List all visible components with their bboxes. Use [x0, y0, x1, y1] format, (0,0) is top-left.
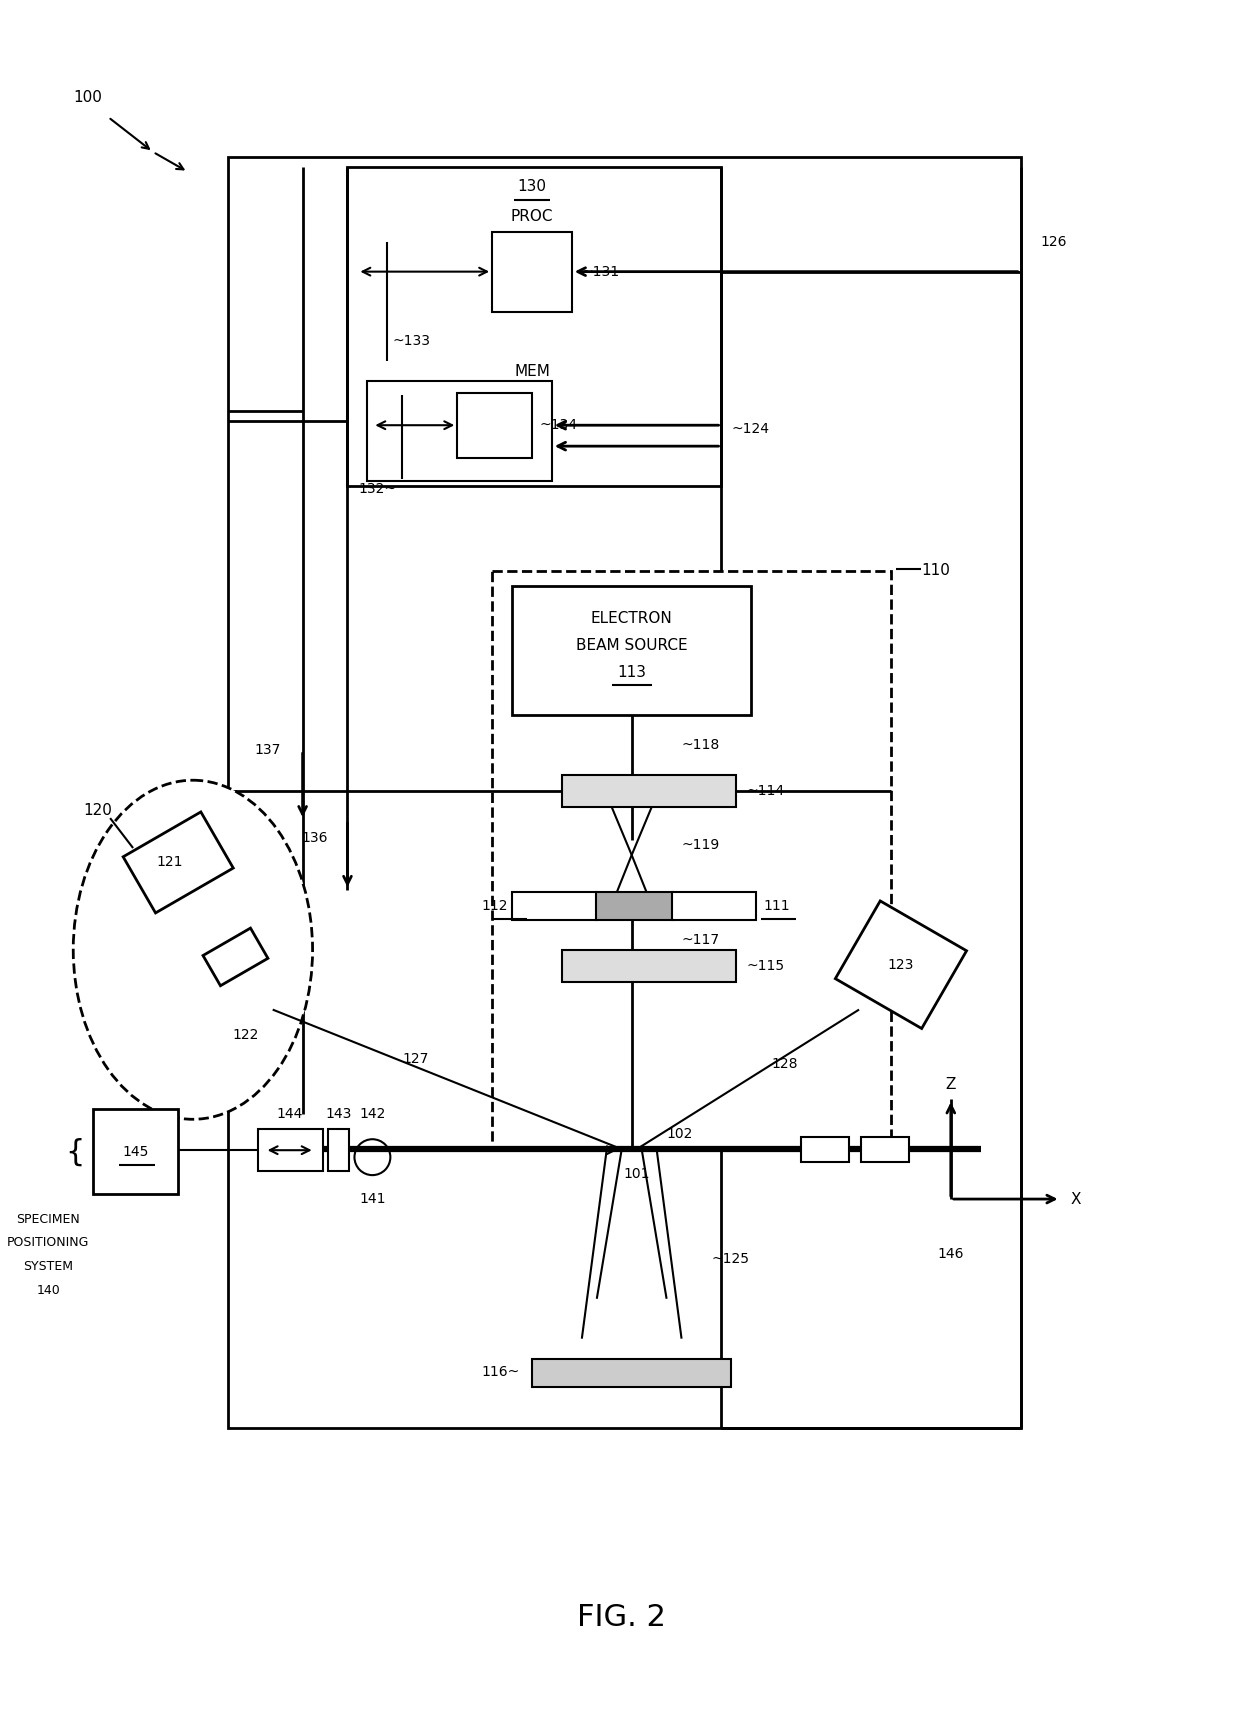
Bar: [532, 1359, 732, 1386]
Text: 143: 143: [325, 1107, 352, 1121]
Bar: [327, 1130, 350, 1171]
Text: ~119: ~119: [682, 839, 719, 852]
Text: X: X: [1070, 1192, 1081, 1207]
Bar: [801, 1137, 849, 1162]
Bar: [512, 892, 596, 920]
Text: 141: 141: [360, 1192, 386, 1205]
Text: 123: 123: [888, 957, 914, 971]
Text: 100: 100: [73, 90, 103, 105]
Text: 111: 111: [764, 899, 790, 913]
Text: 144: 144: [277, 1107, 303, 1121]
Bar: [367, 381, 552, 480]
Text: 110: 110: [921, 563, 950, 579]
Text: 116~: 116~: [482, 1364, 520, 1379]
Bar: [562, 951, 737, 982]
Bar: [512, 585, 751, 715]
Text: ~115: ~115: [746, 959, 785, 973]
Text: ~118: ~118: [682, 739, 719, 753]
Text: MEM: MEM: [515, 363, 549, 379]
Text: 132~: 132~: [358, 482, 397, 496]
Text: POSITIONING: POSITIONING: [7, 1236, 89, 1250]
Bar: [228, 157, 1021, 1429]
Ellipse shape: [73, 780, 312, 1119]
Bar: [458, 393, 532, 458]
Text: 146: 146: [937, 1247, 963, 1261]
Text: 140: 140: [36, 1285, 61, 1297]
Text: 126: 126: [1040, 234, 1068, 248]
Text: ~124: ~124: [732, 422, 769, 436]
Bar: [258, 1130, 322, 1171]
Bar: [595, 892, 672, 920]
Bar: [123, 813, 233, 913]
Bar: [492, 232, 572, 312]
Bar: [203, 928, 268, 985]
Bar: [836, 901, 966, 1028]
Text: SYSTEM: SYSTEM: [24, 1261, 73, 1273]
Text: 130: 130: [517, 179, 547, 195]
Bar: [93, 1109, 179, 1193]
Text: {: {: [66, 1138, 84, 1168]
Text: FIG. 2: FIG. 2: [578, 1603, 666, 1632]
Text: BEAM SOURCE: BEAM SOURCE: [575, 639, 687, 653]
Text: ~133: ~133: [392, 334, 430, 348]
Text: PROC: PROC: [511, 210, 553, 224]
Text: 113: 113: [618, 665, 646, 680]
Bar: [861, 1137, 909, 1162]
Text: ~131: ~131: [582, 265, 620, 279]
Bar: [492, 570, 892, 1149]
Text: 112: 112: [481, 899, 508, 913]
Text: 127: 127: [402, 1052, 429, 1066]
Text: 128: 128: [771, 1057, 797, 1071]
Text: ~117: ~117: [682, 933, 719, 947]
Text: ~134: ~134: [539, 418, 578, 432]
Text: 145: 145: [123, 1145, 149, 1159]
Text: ~125: ~125: [712, 1252, 749, 1266]
Text: SPECIMEN: SPECIMEN: [16, 1212, 81, 1226]
Text: 120: 120: [83, 802, 112, 818]
Text: 136: 136: [301, 832, 327, 846]
Text: 121: 121: [156, 856, 184, 870]
Bar: [347, 167, 722, 486]
Text: Z: Z: [946, 1076, 956, 1092]
Text: 142: 142: [360, 1107, 386, 1121]
Text: 137: 137: [254, 744, 280, 758]
Text: 122: 122: [233, 1028, 259, 1042]
Text: 102: 102: [667, 1128, 693, 1142]
Text: ELECTRON: ELECTRON: [590, 611, 672, 627]
Bar: [672, 892, 756, 920]
Bar: [562, 775, 737, 808]
Text: 101: 101: [624, 1168, 650, 1181]
Text: ~114: ~114: [746, 784, 785, 799]
